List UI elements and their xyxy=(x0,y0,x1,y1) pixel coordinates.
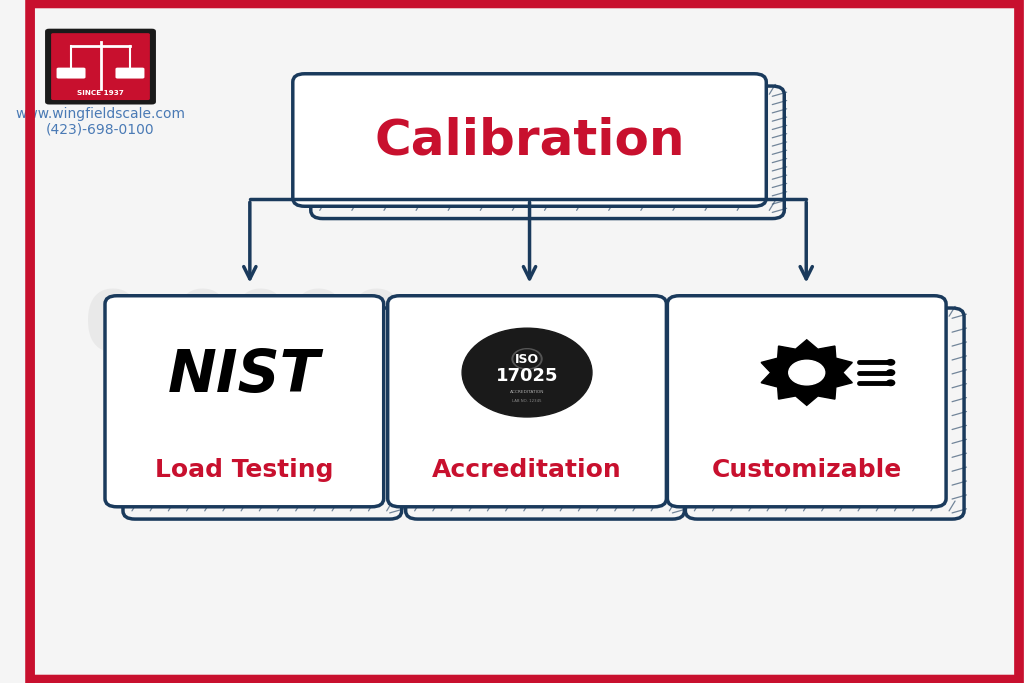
FancyBboxPatch shape xyxy=(56,68,86,79)
Text: Accreditation: Accreditation xyxy=(432,458,622,482)
FancyBboxPatch shape xyxy=(293,74,766,206)
Circle shape xyxy=(887,359,895,365)
FancyBboxPatch shape xyxy=(105,296,384,507)
FancyBboxPatch shape xyxy=(50,32,151,101)
Circle shape xyxy=(512,348,542,369)
Circle shape xyxy=(887,380,895,385)
FancyBboxPatch shape xyxy=(668,296,946,507)
Text: 0.0000: 0.0000 xyxy=(84,288,406,368)
Text: 17025: 17025 xyxy=(496,367,558,385)
Circle shape xyxy=(514,350,540,367)
Text: NIST: NIST xyxy=(168,347,321,404)
Text: SINCE 1937: SINCE 1937 xyxy=(77,90,124,96)
FancyBboxPatch shape xyxy=(406,308,684,519)
Polygon shape xyxy=(761,340,852,406)
FancyBboxPatch shape xyxy=(116,68,144,79)
Text: Customizable: Customizable xyxy=(712,458,902,482)
Circle shape xyxy=(887,370,895,376)
FancyBboxPatch shape xyxy=(310,86,784,219)
Circle shape xyxy=(788,361,824,385)
Text: Calibration: Calibration xyxy=(375,116,685,164)
Text: www.wingfieldscale.com: www.wingfieldscale.com xyxy=(15,107,185,121)
Circle shape xyxy=(462,329,592,417)
Text: Load Testing: Load Testing xyxy=(155,458,334,482)
Text: LAB NO. 12345: LAB NO. 12345 xyxy=(512,400,542,403)
Text: ACCREDITATION: ACCREDITATION xyxy=(510,390,545,393)
FancyBboxPatch shape xyxy=(123,308,401,519)
FancyBboxPatch shape xyxy=(685,308,964,519)
Text: ISO: ISO xyxy=(515,353,539,366)
FancyBboxPatch shape xyxy=(45,29,156,104)
Text: (423)-698-0100: (423)-698-0100 xyxy=(46,122,155,136)
FancyBboxPatch shape xyxy=(388,296,667,507)
